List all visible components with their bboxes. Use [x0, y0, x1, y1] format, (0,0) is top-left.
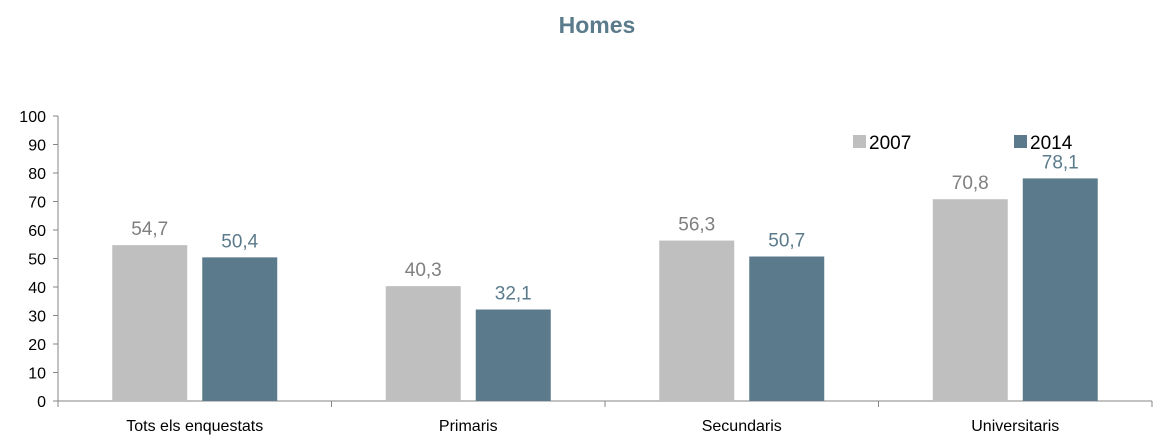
bar-2007	[385, 286, 461, 401]
y-tick-label: 50	[28, 252, 46, 269]
bar-2014	[202, 257, 278, 401]
legend-swatch-2007	[853, 135, 866, 148]
chart-title: Homes	[559, 12, 636, 38]
bar-2007	[659, 240, 735, 401]
bar-2014	[475, 309, 551, 401]
y-tick-label: 20	[28, 337, 46, 354]
x-tick-label: Tots els enquestats	[126, 418, 263, 435]
bar-2007	[112, 245, 188, 401]
legend-label: 2007	[869, 133, 911, 154]
data-label: 50,4	[221, 231, 258, 252]
y-tick-label: 60	[28, 223, 46, 240]
x-tick-label: Secundaris	[702, 418, 782, 435]
bar-2014	[749, 256, 825, 401]
data-label: 78,1	[1042, 152, 1079, 173]
data-label: 54,7	[131, 219, 168, 240]
legend: 2007 2014	[853, 133, 1073, 154]
legend-label: 2014	[1030, 133, 1073, 154]
data-label: 56,3	[678, 215, 715, 236]
data-labels: 54,7 50,4 40,3 32,1 56,3 50,7 70,8 78,1	[131, 152, 1078, 304]
y-tick-label: 30	[28, 309, 46, 326]
y-tick-label: 100	[19, 109, 46, 126]
y-tick-label: 70	[28, 195, 46, 212]
y-tick-label: 0	[37, 394, 46, 411]
data-label: 40,3	[405, 260, 442, 281]
y-tick-label: 10	[28, 366, 46, 383]
y-tick-label: 80	[28, 166, 46, 183]
data-label: 70,8	[952, 173, 989, 194]
y-tick-label: 90	[28, 138, 46, 155]
bars	[112, 178, 1098, 401]
data-label: 32,1	[495, 284, 532, 305]
y-tick-label: 40	[28, 280, 46, 297]
bar-2014	[1022, 178, 1098, 401]
x-tick-label: Primaris	[439, 418, 498, 435]
bar-2007	[932, 199, 1008, 401]
legend-swatch-2014	[1014, 135, 1027, 148]
data-label: 50,7	[768, 231, 805, 252]
x-tick-label: Universitaris	[971, 418, 1059, 435]
axes: 0 10 20 30 40 50 60 70 80 90 100 Tots els enquestat…	[19, 109, 1153, 435]
